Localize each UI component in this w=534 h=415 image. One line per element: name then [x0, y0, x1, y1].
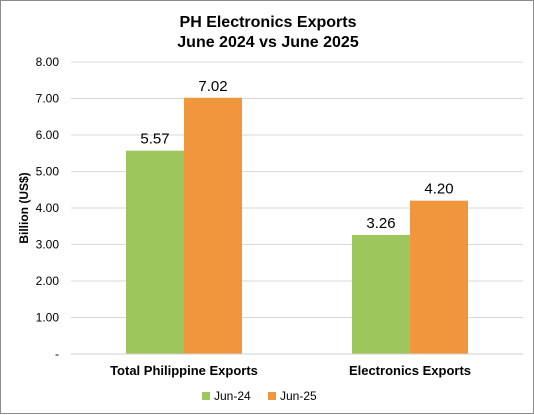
legend-swatch	[268, 392, 276, 400]
x-category-label: Total Philippine Exports	[110, 363, 258, 378]
y-axis-ticks: - 1.00 2.00 3.00 4.00 5.00 6.00 7.00 8.00	[36, 55, 60, 361]
legend: Jun-24 Jun-25	[202, 389, 317, 403]
y-tick-label: 7.00	[36, 92, 60, 106]
data-label: 3.26	[366, 215, 395, 232]
bar-jun-25	[184, 97, 242, 355]
x-category-label: Electronics Exports	[349, 363, 471, 378]
bar-jun-24	[352, 235, 410, 354]
y-tick-label: 6.00	[36, 128, 60, 142]
y-tick-label: 4.00	[36, 201, 60, 215]
y-axis-title: Billion (US$)	[17, 172, 31, 243]
legend-label: Jun-24	[214, 389, 251, 403]
y-tick-label: -	[55, 347, 59, 361]
data-label: 7.02	[198, 78, 227, 95]
legend-item: Jun-25	[268, 389, 317, 403]
chart-title: PH Electronics Exports	[180, 14, 357, 31]
data-labels: 5.57 7.02 3.26 4.20	[140, 78, 453, 232]
x-axis-categories: Total Philippine Exports Electronics Expo…	[110, 363, 471, 378]
data-label: 4.20	[424, 181, 453, 198]
bar-jun-25	[410, 200, 468, 354]
y-tick-label: 2.00	[36, 274, 60, 288]
chart-subtitle: June 2024 vs June 2025	[177, 34, 359, 51]
y-tick-label: 5.00	[36, 165, 60, 179]
legend-swatch	[202, 392, 210, 400]
data-label: 5.57	[140, 131, 169, 148]
y-tick-label: 8.00	[36, 55, 60, 69]
y-tick-label: 3.00	[36, 238, 60, 252]
legend-item: Jun-24	[202, 389, 251, 403]
bar-jun-24	[126, 150, 184, 354]
legend-label: Jun-25	[280, 389, 317, 403]
bars	[126, 97, 468, 355]
y-tick-label: 1.00	[36, 311, 60, 325]
